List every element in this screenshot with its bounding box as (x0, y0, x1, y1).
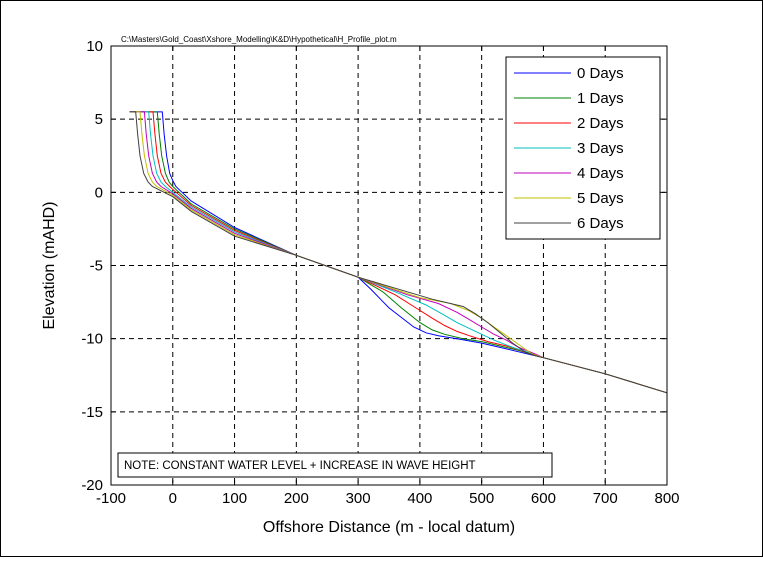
legend-entry: 1 Days (577, 90, 624, 107)
legend-entry: 4 Days (577, 165, 624, 182)
y-tick-label: 5 (95, 111, 103, 128)
series-line (129, 111, 668, 394)
y-axis-label: Elevation (mAHD) (41, 201, 58, 329)
x-tick-label: 200 (284, 490, 309, 507)
legend-box (505, 56, 661, 240)
y-tick-label: 0 (95, 184, 103, 201)
x-tick-label: 700 (593, 490, 618, 507)
x-axis-label: Offshore Distance (m - local datum) (263, 519, 515, 536)
legend: 0 Days 1 Days 2 Days 3 Days 4 Days 5 Days 6 Da… (505, 56, 661, 240)
legend-entry: 6 Days (577, 215, 624, 232)
y-tick-label: -5 (90, 258, 103, 275)
legend-entry: 2 Days (577, 115, 624, 132)
x-tick-label: 0 (169, 490, 177, 507)
x-tick-label: 400 (407, 490, 432, 507)
x-tick-label: 300 (346, 490, 371, 507)
axis-ticks: -100 0 100 200 300 400 500 600 700 800-20-15-10-5… (81, 38, 679, 507)
x-tick-label: 500 (469, 490, 494, 507)
file-path-label: C:\Masters\Gold_Coast\Xshore_Modelling\K… (121, 35, 397, 44)
series-line (129, 111, 668, 394)
series-line (129, 111, 668, 394)
x-tick-label: 800 (654, 490, 679, 507)
x-tick-label: -100 (96, 490, 126, 507)
y-tick-label: -20 (81, 477, 103, 494)
y-tick-label: -15 (81, 404, 103, 421)
series-line (129, 111, 668, 394)
x-tick-label: 100 (222, 490, 247, 507)
legend-entry: 0 Days (577, 65, 624, 82)
y-tick-label: -10 (81, 331, 103, 348)
note-box: NOTE: CONSTANT WATER LEVEL + INCREASE IN… (117, 452, 553, 478)
legend-entry: 5 Days (577, 190, 624, 207)
legend-entry: 3 Days (577, 140, 624, 157)
series-lines (129, 111, 668, 394)
x-tick-label: 600 (531, 490, 556, 507)
series-line (129, 111, 668, 394)
note-text: NOTE: CONSTANT WATER LEVEL + INCREASE IN… (124, 460, 476, 472)
y-tick-label: 10 (86, 38, 103, 55)
